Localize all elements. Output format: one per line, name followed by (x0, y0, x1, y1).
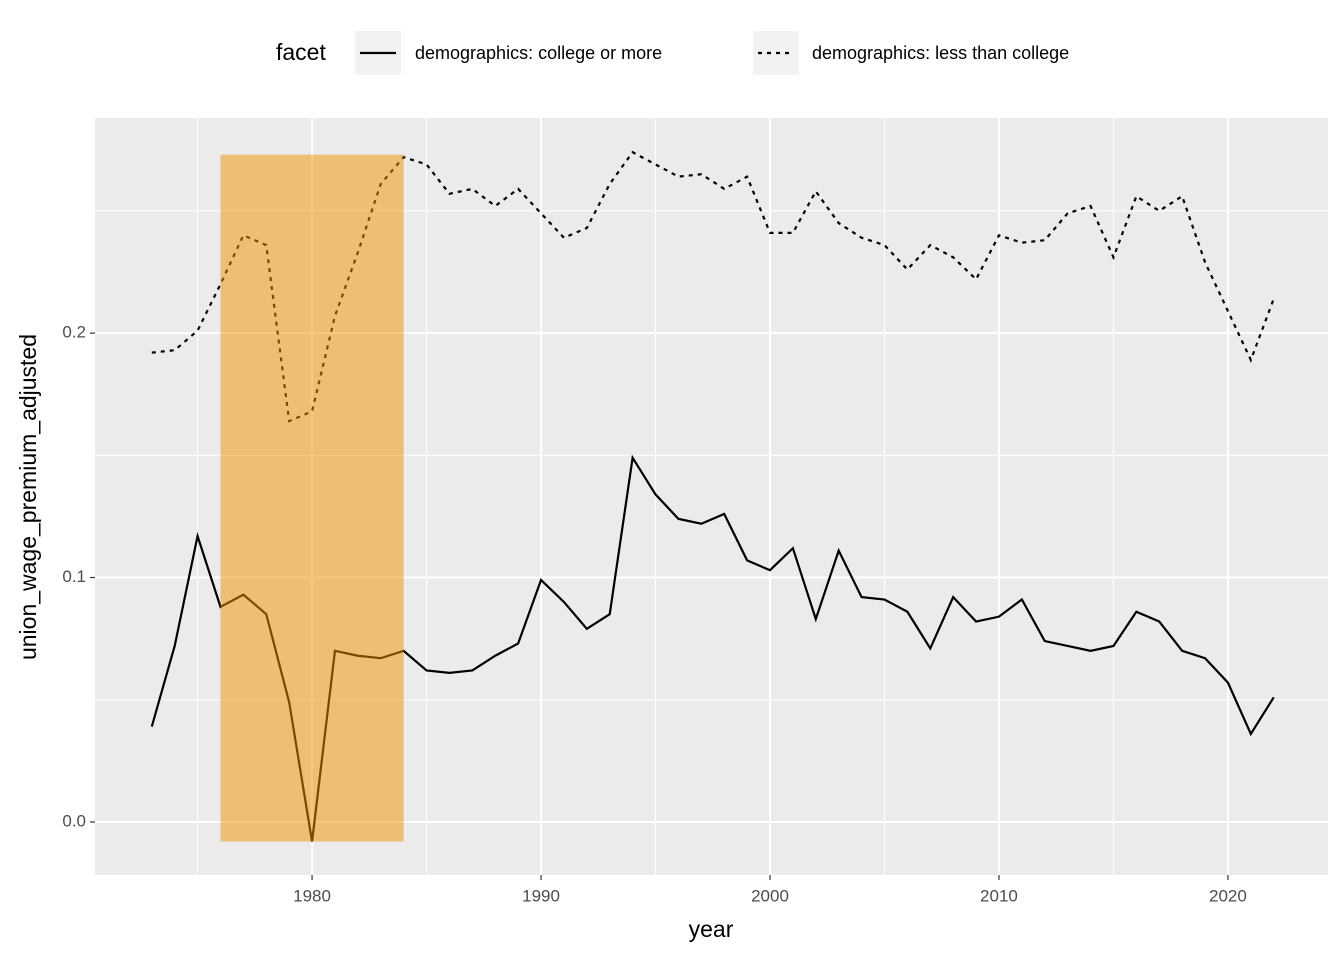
highlight-band (220, 154, 404, 842)
x-axis-title: year (689, 916, 734, 942)
y-tick-label: 0.1 (62, 567, 86, 586)
legend-label: demographics: less than college (812, 43, 1069, 63)
x-tick-label: 1980 (293, 886, 331, 905)
x-tick-label: 2010 (980, 886, 1018, 905)
y-axis-title: union_wage_premium_adjusted (15, 334, 41, 660)
legend: demographics: college or more demographic… (355, 31, 1069, 75)
x-tick-label: 2000 (751, 886, 789, 905)
y-tick-label: 0.2 (62, 323, 86, 342)
legend-label: demographics: college or more (415, 43, 662, 63)
y-tick-label: 0.0 (62, 811, 86, 830)
x-tick-label: 2020 (1209, 886, 1247, 905)
axes: 0.0 0.1 0.2 1980 1990 2000 2010 2020 (62, 323, 1246, 906)
x-tick-label: 1990 (522, 886, 560, 905)
highlight-layer (220, 154, 404, 842)
legend-title: facet (276, 39, 326, 65)
